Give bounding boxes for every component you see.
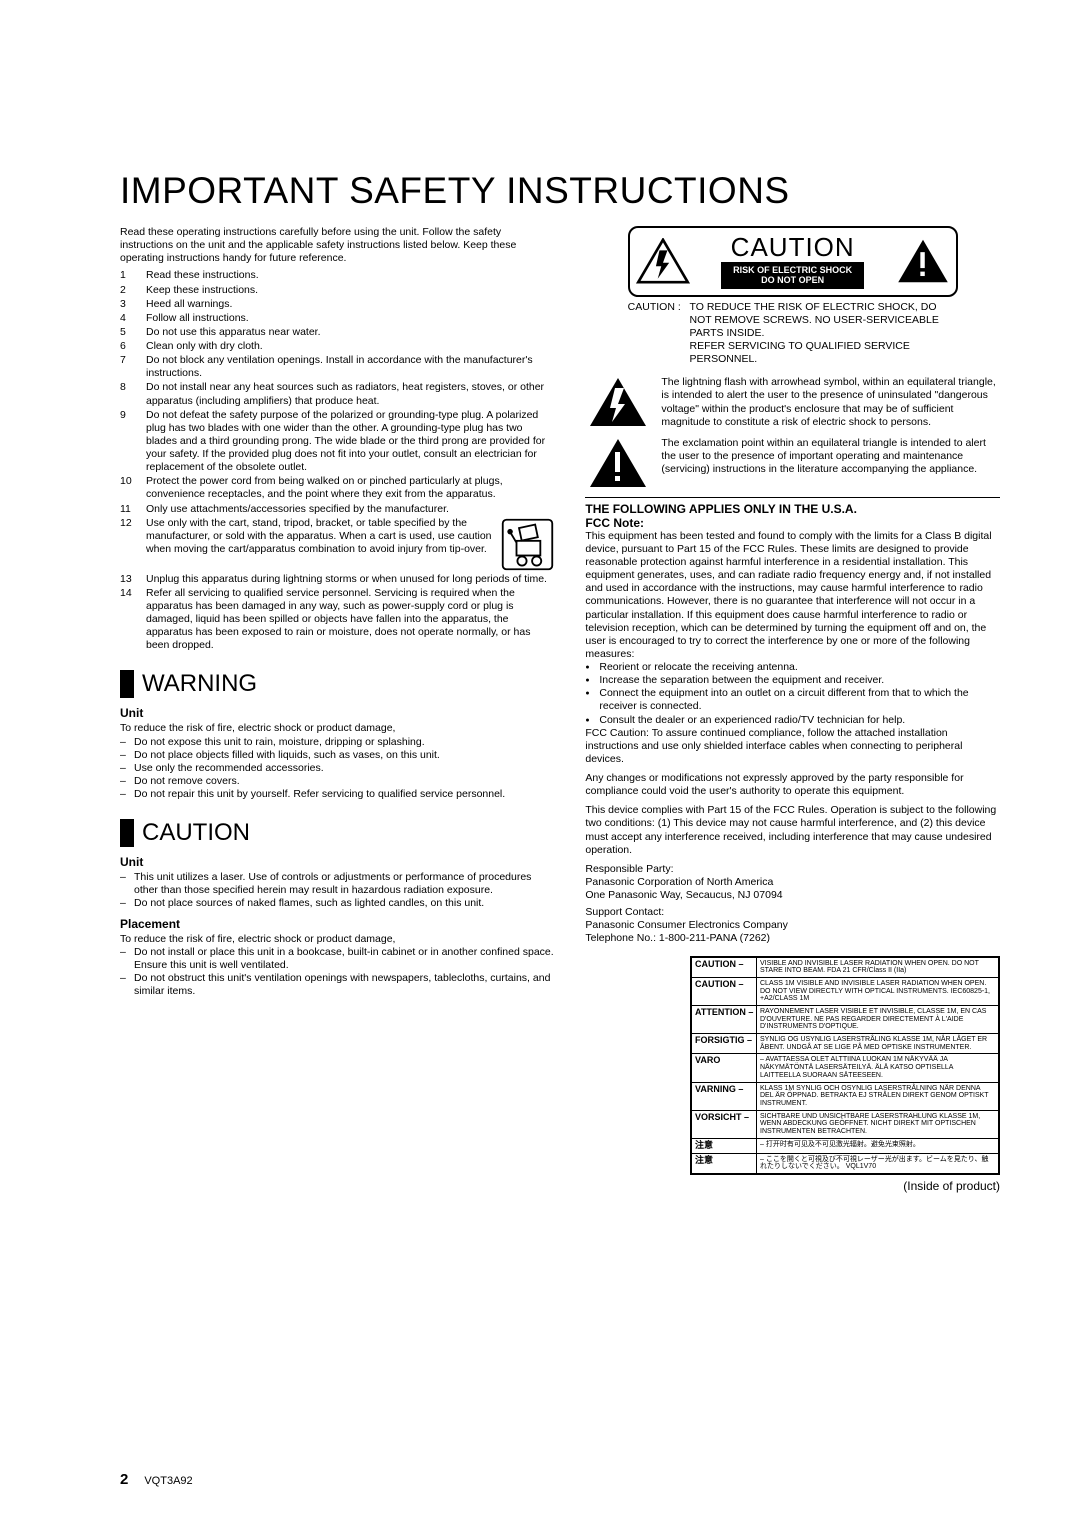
exclamation-triangle-solid-icon xyxy=(588,437,648,489)
list-item: Do not place objects filled with liquids… xyxy=(120,749,555,762)
page-title: IMPORTANT SAFETY INSTRUCTIONS xyxy=(120,170,1000,212)
caution-heading: CAUTION xyxy=(120,819,555,847)
numbered-item: 10Protect the power cord from being walk… xyxy=(120,475,555,501)
exclamation-explanation: The exclamation point within an equilate… xyxy=(585,437,1000,489)
table-row: 注意– ここを開くと可視及び不可視レーザー光が出ます。ビームを見たり、触れたりし… xyxy=(692,1154,998,1173)
warning-heading: WARNING xyxy=(120,670,555,698)
numbered-item: 1Read these instructions. xyxy=(120,269,555,282)
list-item: Do not remove covers. xyxy=(120,775,555,788)
responsible-party: Panasonic Corporation of North America O… xyxy=(585,876,1000,902)
caution-unit-head: Unit xyxy=(120,855,555,869)
table-row: VORSICHT –SICHTBARE UND UNSICHTBARE LASE… xyxy=(692,1111,998,1139)
caution-unit-list: This unit utilizes a laser. Use of contr… xyxy=(120,871,555,910)
numbered-item: 13Unplug this apparatus during lightning… xyxy=(120,573,555,586)
numbered-item: 7Do not block any ventilation openings. … xyxy=(120,354,555,380)
list-item: Do not install or place this unit in a b… xyxy=(120,946,555,972)
intro-text: Read these operating instructions carefu… xyxy=(120,226,555,265)
fcc-para3: Any changes or modifications not express… xyxy=(585,772,1000,798)
numbered-item: 11Only use attachments/accessories speci… xyxy=(120,503,555,516)
exclamation-triangle-icon xyxy=(896,238,950,284)
list-item: Do not expose this unit to rain, moistur… xyxy=(120,736,555,749)
responsible-party-head: Responsible Party: xyxy=(585,863,1000,876)
risk-label: RISK OF ELECTRIC SHOCK DO NOT OPEN xyxy=(721,262,864,289)
table-row: FORSIGTIG –SYNLIG OG USYNLIG LASERSTRÅLI… xyxy=(692,1034,998,1054)
support-contact-head: Support Contact: xyxy=(585,906,1000,919)
support-contact: Panasonic Consumer Electronics Company T… xyxy=(585,919,1000,945)
lightning-explanation: The lightning flash with arrowhead symbo… xyxy=(585,376,1000,429)
numbered-item: 4Follow all instructions. xyxy=(120,312,555,325)
usa-heading: THE FOLLOWING APPLIES ONLY IN THE U.S.A. xyxy=(585,502,1000,516)
numbered-item: 8Do not install near any heat sources su… xyxy=(120,381,555,407)
list-item: Do not place sources of naked flames, su… xyxy=(120,897,555,910)
numbered-item: 6Clean only with dry cloth. xyxy=(120,340,555,353)
fcc-note-heading: FCC Note: xyxy=(585,516,1000,530)
numbered-item: 5Do not use this apparatus near water. xyxy=(120,326,555,339)
placement-head: Placement xyxy=(120,917,555,931)
fcc-para2: FCC Caution: To assure continued complia… xyxy=(585,727,1000,766)
table-row: ATTENTION –RAYONNEMENT LASER VISIBLE ET … xyxy=(692,1006,998,1034)
list-item: Consult the dealer or an experienced rad… xyxy=(585,714,1000,727)
table-row: CAUTION –VISIBLE AND INVISIBLE LASER RAD… xyxy=(692,958,998,978)
numbered-list: 1Read these instructions. 2Keep these ins… xyxy=(120,269,555,652)
numbered-item: 3Heed all warnings. xyxy=(120,298,555,311)
list-item: Increase the separation between the equi… xyxy=(585,674,1000,687)
lightning-triangle-icon xyxy=(636,238,690,284)
lightning-triangle-solid-icon xyxy=(588,376,648,428)
table-row: CAUTION –CLASS 1M VISIBLE AND INVISIBLE … xyxy=(692,978,998,1006)
caution-sub-text: CAUTION : TO REDUCE THE RISK OF ELECTRIC… xyxy=(628,301,958,367)
placement-list: Do not install or place this unit in a b… xyxy=(120,946,555,999)
page-footer: 2 VQT3A92 xyxy=(120,1471,193,1488)
cart-tipover-icon xyxy=(500,517,555,572)
fcc-bullet-list: Reorient or relocate the receiving anten… xyxy=(585,661,1000,727)
list-item: Use only the recommended accessories. xyxy=(120,762,555,775)
laser-label-table: CAUTION –VISIBLE AND INVISIBLE LASER RAD… xyxy=(690,956,1000,1175)
list-item: This unit utilizes a laser. Use of contr… xyxy=(120,871,555,897)
warning-unit-intro: To reduce the risk of fire, electric sho… xyxy=(120,722,555,735)
caution-box-title: CAUTION xyxy=(696,234,890,260)
doc-code: VQT3A92 xyxy=(144,1475,192,1487)
fcc-para4: This device complies with Part 15 of the… xyxy=(585,804,1000,857)
fcc-body: This equipment has been tested and found… xyxy=(585,530,1000,661)
placement-intro: To reduce the risk of fire, electric sho… xyxy=(120,933,555,946)
inside-of-product-label: (Inside of product) xyxy=(690,1179,1000,1193)
list-item: Do not obstruct this unit's ventilation … xyxy=(120,972,555,998)
list-item: Connect the equipment into an outlet on … xyxy=(585,687,1000,713)
warning-unit-head: Unit xyxy=(120,706,555,720)
list-item: Reorient or relocate the receiving anten… xyxy=(585,661,1000,674)
warning-unit-list: Do not expose this unit to rain, moistur… xyxy=(120,736,555,802)
list-item: Do not repair this unit by yourself. Ref… xyxy=(120,788,555,801)
caution-box: CAUTION RISK OF ELECTRIC SHOCK DO NOT OP… xyxy=(628,226,958,297)
right-column: CAUTION RISK OF ELECTRIC SHOCK DO NOT OP… xyxy=(585,226,1000,1193)
table-row: 注意– 打开时有可见及不可见激光辐射。避免光束照射。 xyxy=(692,1139,998,1154)
page-number: 2 xyxy=(120,1471,128,1488)
numbered-item: 12Use only with the cart, stand, tripod,… xyxy=(120,517,555,572)
numbered-item: 14Refer all servicing to qualified servi… xyxy=(120,587,555,653)
left-column: Read these operating instructions carefu… xyxy=(120,226,555,1193)
table-row: VARO– AVATTAESSA OLET ALTTIINA LUOKAN 1M… xyxy=(692,1054,998,1082)
numbered-item: 9Do not defeat the safety purpose of the… xyxy=(120,409,555,475)
table-row: VARNING –KLASS 1M SYNLIG OCH OSYNLIG LAS… xyxy=(692,1083,998,1111)
numbered-item: 2Keep these instructions. xyxy=(120,284,555,297)
